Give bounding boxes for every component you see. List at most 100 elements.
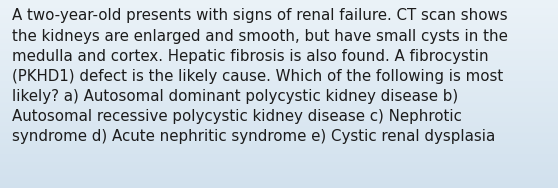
Bar — [0, 45, 558, 47]
Bar — [0, 83, 558, 85]
Bar — [0, 164, 558, 165]
Bar — [0, 70, 558, 71]
Bar — [0, 177, 558, 179]
Bar — [0, 71, 558, 73]
Bar — [0, 100, 558, 102]
Bar — [0, 21, 558, 23]
Bar — [0, 137, 558, 139]
Bar — [0, 2, 558, 4]
Bar — [0, 132, 558, 133]
Bar — [0, 85, 558, 86]
Bar — [0, 141, 558, 143]
Bar — [0, 68, 558, 70]
Bar — [0, 79, 558, 81]
Bar — [0, 49, 558, 51]
Bar — [0, 115, 558, 117]
Bar — [0, 6, 558, 8]
Bar — [0, 51, 558, 53]
Bar — [0, 109, 558, 111]
Bar — [0, 111, 558, 113]
Bar — [0, 23, 558, 24]
Bar — [0, 182, 558, 184]
Bar — [0, 30, 558, 32]
Bar — [0, 180, 558, 182]
Bar — [0, 60, 558, 62]
Bar — [0, 128, 558, 130]
Bar — [0, 113, 558, 115]
Bar — [0, 86, 558, 88]
Bar — [0, 169, 558, 171]
Bar — [0, 158, 558, 160]
Bar — [0, 36, 558, 38]
Bar — [0, 130, 558, 132]
Bar — [0, 124, 558, 126]
Bar — [0, 34, 558, 36]
Bar — [0, 107, 558, 109]
Bar — [0, 39, 558, 41]
Bar — [0, 126, 558, 128]
Bar — [0, 28, 558, 30]
Bar — [0, 150, 558, 152]
Bar — [0, 47, 558, 49]
Bar — [0, 102, 558, 103]
Bar — [0, 120, 558, 122]
Bar — [0, 135, 558, 137]
Bar — [0, 15, 558, 17]
Bar — [0, 90, 558, 92]
Bar — [0, 167, 558, 169]
Bar — [0, 81, 558, 83]
Bar — [0, 11, 558, 13]
Bar — [0, 38, 558, 39]
Text: A two-year-old presents with signs of renal failure. CT scan shows
the kidneys a: A two-year-old presents with signs of re… — [12, 8, 508, 144]
Bar — [0, 19, 558, 21]
Bar — [0, 149, 558, 150]
Bar — [0, 139, 558, 141]
Bar — [0, 154, 558, 156]
Bar — [0, 75, 558, 77]
Bar — [0, 175, 558, 177]
Bar — [0, 56, 558, 58]
Bar — [0, 96, 558, 98]
Bar — [0, 184, 558, 186]
Bar — [0, 98, 558, 100]
Bar — [0, 117, 558, 118]
Bar — [0, 41, 558, 43]
Bar — [0, 186, 558, 188]
Bar — [0, 162, 558, 164]
Bar — [0, 9, 558, 11]
Bar — [0, 88, 558, 90]
Bar — [0, 4, 558, 6]
Bar — [0, 103, 558, 105]
Bar — [0, 173, 558, 175]
Bar — [0, 122, 558, 124]
Bar — [0, 13, 558, 15]
Bar — [0, 0, 558, 2]
Bar — [0, 17, 558, 19]
Bar — [0, 73, 558, 75]
Bar — [0, 58, 558, 60]
Bar — [0, 24, 558, 26]
Bar — [0, 77, 558, 79]
Bar — [0, 105, 558, 107]
Bar — [0, 53, 558, 55]
Bar — [0, 179, 558, 180]
Bar — [0, 145, 558, 147]
Bar — [0, 143, 558, 145]
Bar — [0, 32, 558, 34]
Bar — [0, 43, 558, 45]
Bar — [0, 94, 558, 96]
Bar — [0, 152, 558, 154]
Bar — [0, 64, 558, 66]
Bar — [0, 26, 558, 28]
Bar — [0, 55, 558, 56]
Bar — [0, 156, 558, 158]
Bar — [0, 92, 558, 94]
Bar — [0, 62, 558, 64]
Bar — [0, 147, 558, 149]
Bar — [0, 165, 558, 167]
Bar — [0, 133, 558, 135]
Bar — [0, 118, 558, 120]
Bar — [0, 66, 558, 68]
Bar — [0, 171, 558, 173]
Bar — [0, 8, 558, 9]
